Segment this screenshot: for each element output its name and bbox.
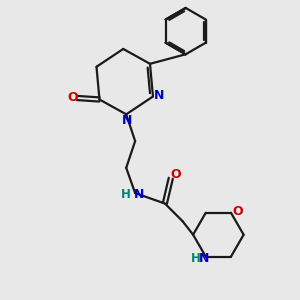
Text: O: O <box>171 168 182 181</box>
Text: N: N <box>134 188 144 201</box>
Text: N: N <box>199 252 209 265</box>
Text: H: H <box>121 188 130 201</box>
Text: N: N <box>122 114 132 128</box>
Text: H: H <box>191 252 201 265</box>
Text: O: O <box>232 205 243 218</box>
Text: O: O <box>68 92 78 104</box>
Text: N: N <box>154 88 165 101</box>
